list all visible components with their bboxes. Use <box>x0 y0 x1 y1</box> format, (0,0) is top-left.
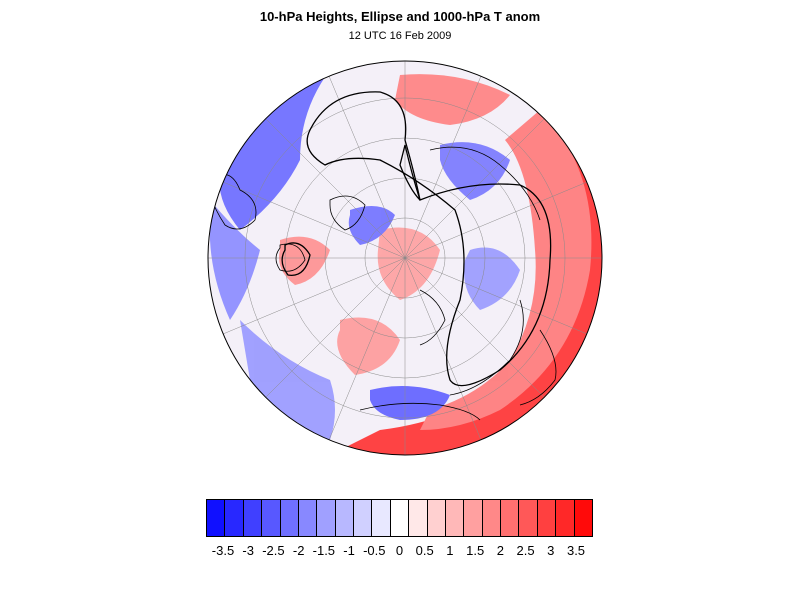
colorbar-cell <box>482 500 501 536</box>
coastline-north-america <box>209 173 257 230</box>
chart-title: 10-hPa Heights, Ellipse and 1000-hPa T a… <box>259 9 541 24</box>
colorbar-cell <box>464 500 483 536</box>
coastline-eurasia-north <box>429 146 541 221</box>
graticule <box>208 61 602 455</box>
colorbar-cell <box>243 500 263 536</box>
colorbar-cell <box>501 500 520 536</box>
colorbar-tick-label: -1.5 <box>312 543 336 558</box>
chart-subtitle: 12 UTC 16 Feb 2009 <box>348 30 452 42</box>
cold-anomaly-east-center <box>464 247 520 310</box>
colorbar-cell <box>280 500 299 536</box>
coastline-africa <box>359 402 481 421</box>
colorbar-tick-label: 1.5 <box>466 543 485 558</box>
colorbar-tick-label: 2.5 <box>516 543 535 558</box>
colorbar-tick-label: -3 <box>242 543 254 558</box>
colorbar-cell <box>262 500 281 536</box>
colorbar-tick-label: -2 <box>292 543 305 558</box>
colorbar-cell <box>427 500 446 536</box>
height-contours <box>281 91 552 387</box>
height-contour-inner <box>399 144 421 201</box>
cold-anomaly-southwest <box>240 320 335 440</box>
height-contour-small <box>281 242 311 276</box>
colorbar-labels: -3.5 -3 -2.5 -2 -1.5 -1 -0.5 0 0.5 1 1.5 2 2.5 3 3.5 <box>0 543 800 563</box>
warm-anomaly-center <box>377 227 440 300</box>
colorbar-cell <box>574 500 592 536</box>
colorbar <box>206 499 593 537</box>
coastline-asia-se <box>519 329 557 406</box>
colorbar-cell <box>225 500 244 536</box>
anomaly-field <box>210 70 602 455</box>
colorbar-cell <box>372 500 391 536</box>
coastline-hudson-bay <box>275 243 306 272</box>
colorbar-cell <box>317 500 336 536</box>
coastline-europe <box>419 289 446 346</box>
colorbar-cell <box>354 500 373 536</box>
cold-anomaly-northwest <box>219 70 330 230</box>
cold-anomaly-west <box>210 200 260 320</box>
colorbar-cell <box>207 500 226 536</box>
colorbar-cell <box>556 500 575 536</box>
colorbar-tick-label: -3.5 <box>211 543 235 558</box>
colorbar-tick-label: 0.5 <box>415 543 434 558</box>
colorbar-tick-label: 2 <box>496 543 504 558</box>
colorbar-cell <box>537 500 557 536</box>
colorbar-cell <box>390 500 410 536</box>
height-contour-main <box>306 91 552 387</box>
warm-anomaly-north <box>395 74 510 125</box>
colorbar-tick-label: -0.5 <box>363 543 386 558</box>
colorbar-tick-label: 3 <box>547 543 555 558</box>
colorbar-tick-label: -1 <box>343 543 355 558</box>
colorbar-cell <box>298 500 318 536</box>
globe-outline <box>207 60 603 456</box>
colorbar-cell <box>409 500 428 536</box>
colorbar-cell <box>519 500 538 536</box>
cold-anomaly-northeast <box>440 142 510 200</box>
colorbar-tick-label: 3.5 <box>566 543 586 558</box>
warm-anomaly-east-halo <box>420 110 592 430</box>
cold-anomaly-center <box>348 206 395 245</box>
colorbar-tick-label: 0 <box>395 543 404 558</box>
colorbar-tick-label: 1 <box>446 543 454 558</box>
colorbar-cell <box>445 500 465 536</box>
colorbar-cell <box>335 500 354 536</box>
warm-anomaly-south-center <box>337 317 400 375</box>
coastline-greenland <box>329 195 366 231</box>
colorbar-tick-label: -2.5 <box>262 543 285 558</box>
